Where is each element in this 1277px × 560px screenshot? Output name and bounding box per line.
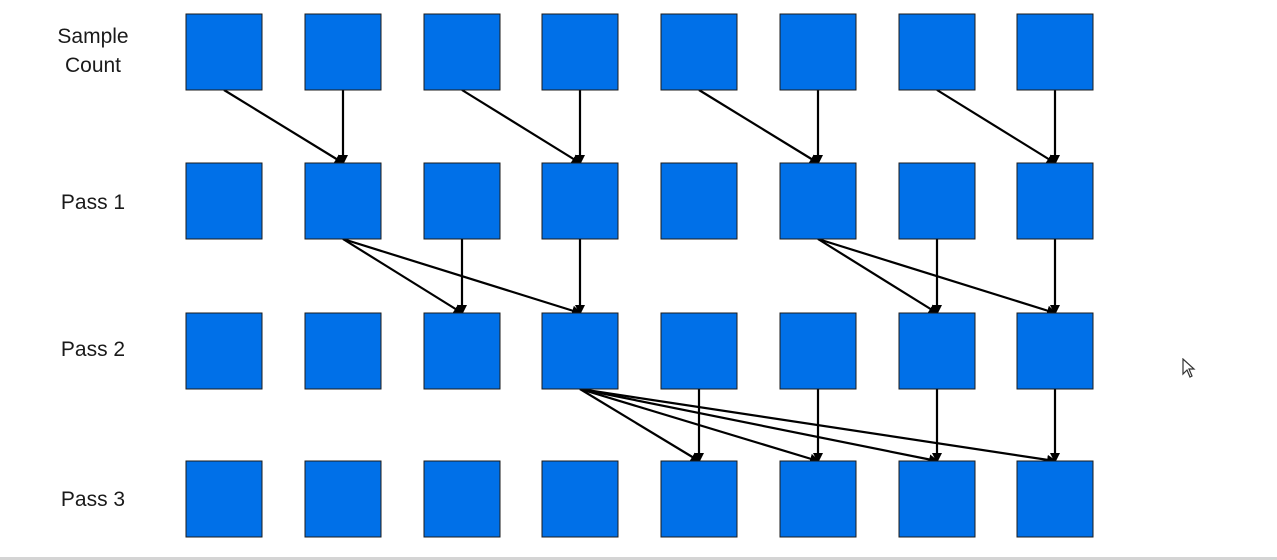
row-label-pass-1: Pass 1 (60, 191, 126, 214)
cell-r3-c0 (185, 460, 263, 538)
row-label-sample-count: Sample Count (57, 25, 129, 77)
cell-r1-c7 (1016, 162, 1094, 240)
cell-r1-c4 (660, 162, 738, 240)
cell-r2-c5 (779, 312, 857, 390)
arrow-1-1-to-2-2 (342, 238, 464, 315)
cell-r0-c7 (1016, 13, 1094, 91)
cell-r1-c1 (304, 162, 382, 240)
arrow-2-3-to-3-4 (579, 388, 701, 463)
cell-r0-c6 (898, 13, 976, 91)
cell-r0-c5 (779, 13, 857, 91)
arrow-0-2-to-1-3 (461, 89, 582, 165)
cell-r2-c1 (304, 312, 382, 390)
cell-r3-c3 (541, 460, 619, 538)
cell-r2-c2 (423, 312, 501, 390)
cell-r2-c0 (185, 312, 263, 390)
cell-r0-c1 (304, 13, 382, 91)
arrows-layer (223, 89, 1060, 465)
cell-r3-c2 (423, 460, 501, 538)
arrow-0-0-to-1-1 (223, 89, 345, 165)
cell-r0-c0 (185, 13, 263, 91)
row-label-pass-3: Pass 3 (60, 488, 126, 511)
cell-r0-c3 (541, 13, 619, 91)
arrow-0-4-to-1-5 (698, 89, 820, 165)
mouse-pointer-icon (1182, 358, 1196, 378)
cell-r1-c5 (779, 162, 857, 240)
cell-r3-c7 (1016, 460, 1094, 538)
cell-r3-c5 (779, 460, 857, 538)
cell-r1-c3 (541, 162, 619, 240)
cell-r1-c0 (185, 162, 263, 240)
cell-r0-c4 (660, 13, 738, 91)
arrow-0-6-to-1-7 (936, 89, 1057, 165)
cell-r3-c4 (660, 460, 738, 538)
arrow-1-5-to-2-6 (817, 238, 939, 315)
cell-r2-c3 (541, 312, 619, 390)
bottom-divider (0, 557, 1277, 560)
arrow-2-3-to-3-6 (579, 387, 939, 465)
cell-r2-c4 (660, 312, 738, 390)
cell-r1-c2 (423, 162, 501, 240)
cell-r2-c7 (1016, 312, 1094, 390)
cell-r1-c6 (898, 162, 976, 240)
cell-r0-c2 (423, 13, 501, 91)
cells-layer (185, 13, 1094, 538)
cell-r3-c6 (898, 460, 976, 538)
cell-r2-c6 (898, 312, 976, 390)
row-label-pass-2: Pass 2 (60, 338, 126, 361)
cell-r3-c1 (304, 460, 382, 538)
